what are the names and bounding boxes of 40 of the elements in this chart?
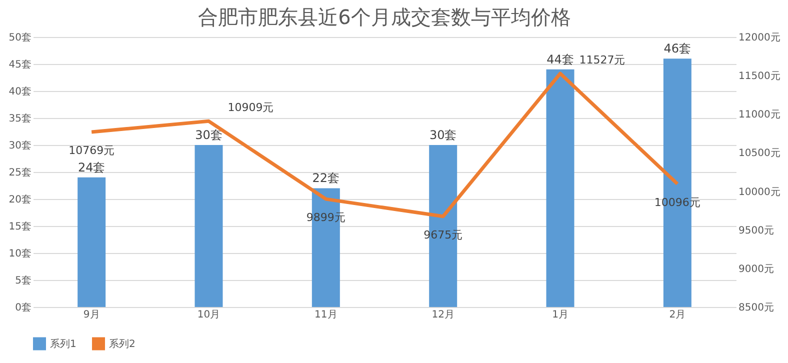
data-label: 46套 [664, 42, 692, 56]
data-label: 30套 [429, 128, 457, 142]
data-label: 22套 [312, 171, 340, 186]
y2-tick-label: 11000元 [738, 110, 780, 121]
y2-tick-label: 11500元 [738, 71, 780, 82]
y2-tick-label: 8500元 [738, 302, 774, 314]
data-label: 30套 [195, 128, 222, 142]
x-tick-label: 11月 [314, 310, 338, 320]
y-tick-label: 40套 [8, 86, 32, 98]
y2-tick-label: 9500元 [738, 225, 774, 236]
data-label: 10769元 [68, 144, 115, 157]
data-label: 44套 [546, 52, 574, 66]
x-tick-label: 9月 [83, 310, 100, 320]
y-tick-label: 10套 [8, 248, 32, 260]
x-tick-label: 1月 [552, 310, 568, 320]
legend-label: 系列1 [50, 338, 76, 350]
y-tick-label: 15套 [8, 220, 32, 232]
y-tick-label: 5套 [15, 274, 32, 286]
bar [546, 69, 574, 307]
x-tick-label: 10月 [197, 310, 220, 320]
data-label: 10909元 [228, 101, 274, 114]
y-tick-label: 0套 [15, 302, 32, 314]
y2-tick-label: 12000元 [738, 32, 780, 44]
data-label: 11527元 [579, 53, 626, 66]
y-tick-label: 30套 [8, 140, 32, 152]
y2-tick-label: 9000元 [738, 264, 774, 275]
bar [78, 177, 106, 307]
x-tick-label: 12月 [432, 310, 454, 320]
y-tick-label: 50套 [8, 32, 32, 44]
legend-label: 系列2 [109, 338, 136, 350]
data-label: 24套 [78, 160, 106, 174]
chart-title: 合肥市肥东县近6个月成交套数与平均价格 [198, 5, 571, 29]
y2-tick-label: 10000元 [738, 186, 780, 198]
y-tick-label: 25套 [8, 166, 32, 178]
y-tick-label: 20套 [8, 194, 32, 206]
x-tick-label: 2月 [669, 310, 686, 320]
y2-tick-label: 10500元 [738, 148, 780, 160]
y-tick-label: 45套 [8, 58, 32, 70]
bar [194, 145, 223, 307]
y-tick-label: 35套 [8, 112, 32, 124]
